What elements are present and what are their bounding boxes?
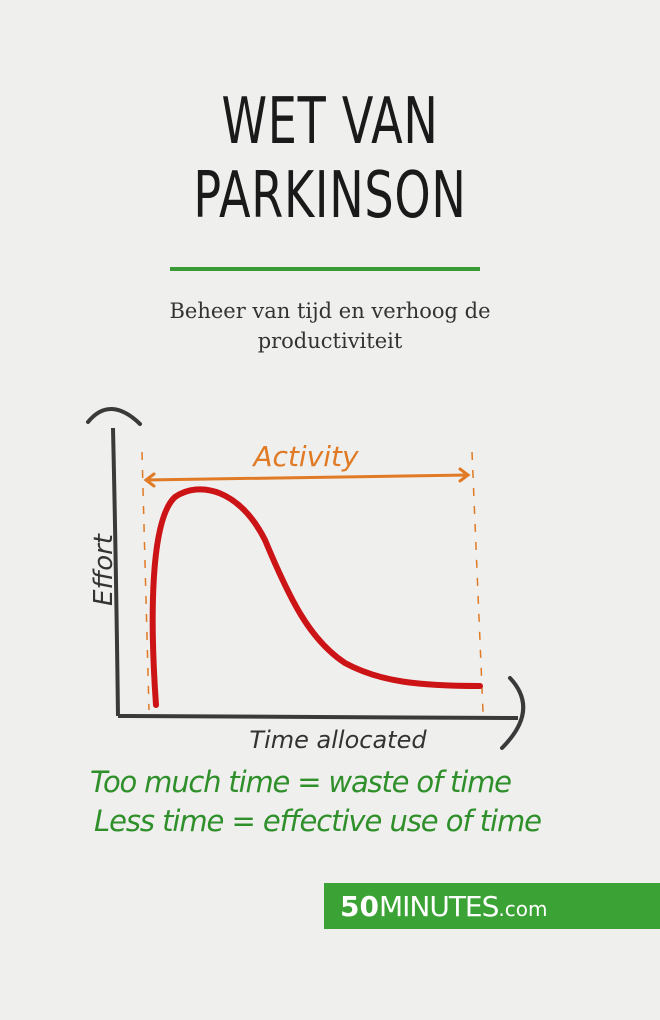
title-divider [170, 267, 480, 271]
caption-line-1: Too much time = waste of time [90, 765, 512, 799]
x-axis-label: Time allocated [249, 726, 427, 754]
activity-end-dashed-line [471, 451, 484, 713]
title-line-2: PARKINSON [193, 159, 467, 233]
x-axis-hook [500, 676, 526, 750]
caption-line-2: Less time = effective use of time [94, 804, 542, 838]
title-line-1: WET VAN [221, 85, 439, 159]
logo-number: 50 [340, 889, 379, 923]
activity-arrow [143, 467, 471, 488]
activity-label: Activity [251, 440, 359, 473]
y-axis-label: Effort [89, 533, 119, 606]
effort-curve [149, 486, 483, 708]
subtitle-line-1: Beheer van tijd en verhoog de [169, 299, 491, 323]
logo-name: MINUTES [378, 889, 499, 923]
activity-start-dashed-line [141, 451, 150, 711]
logo-suffix: .com [498, 896, 548, 921]
publisher-logo: 50 MINUTES .com [324, 883, 660, 929]
subtitle: Beheer van tijd en verhoog de productivi… [0, 296, 660, 356]
y-axis-hook [86, 407, 142, 426]
x-axis [117, 714, 519, 720]
subtitle-line-2: productiviteit [257, 329, 403, 353]
y-axis [111, 427, 120, 717]
